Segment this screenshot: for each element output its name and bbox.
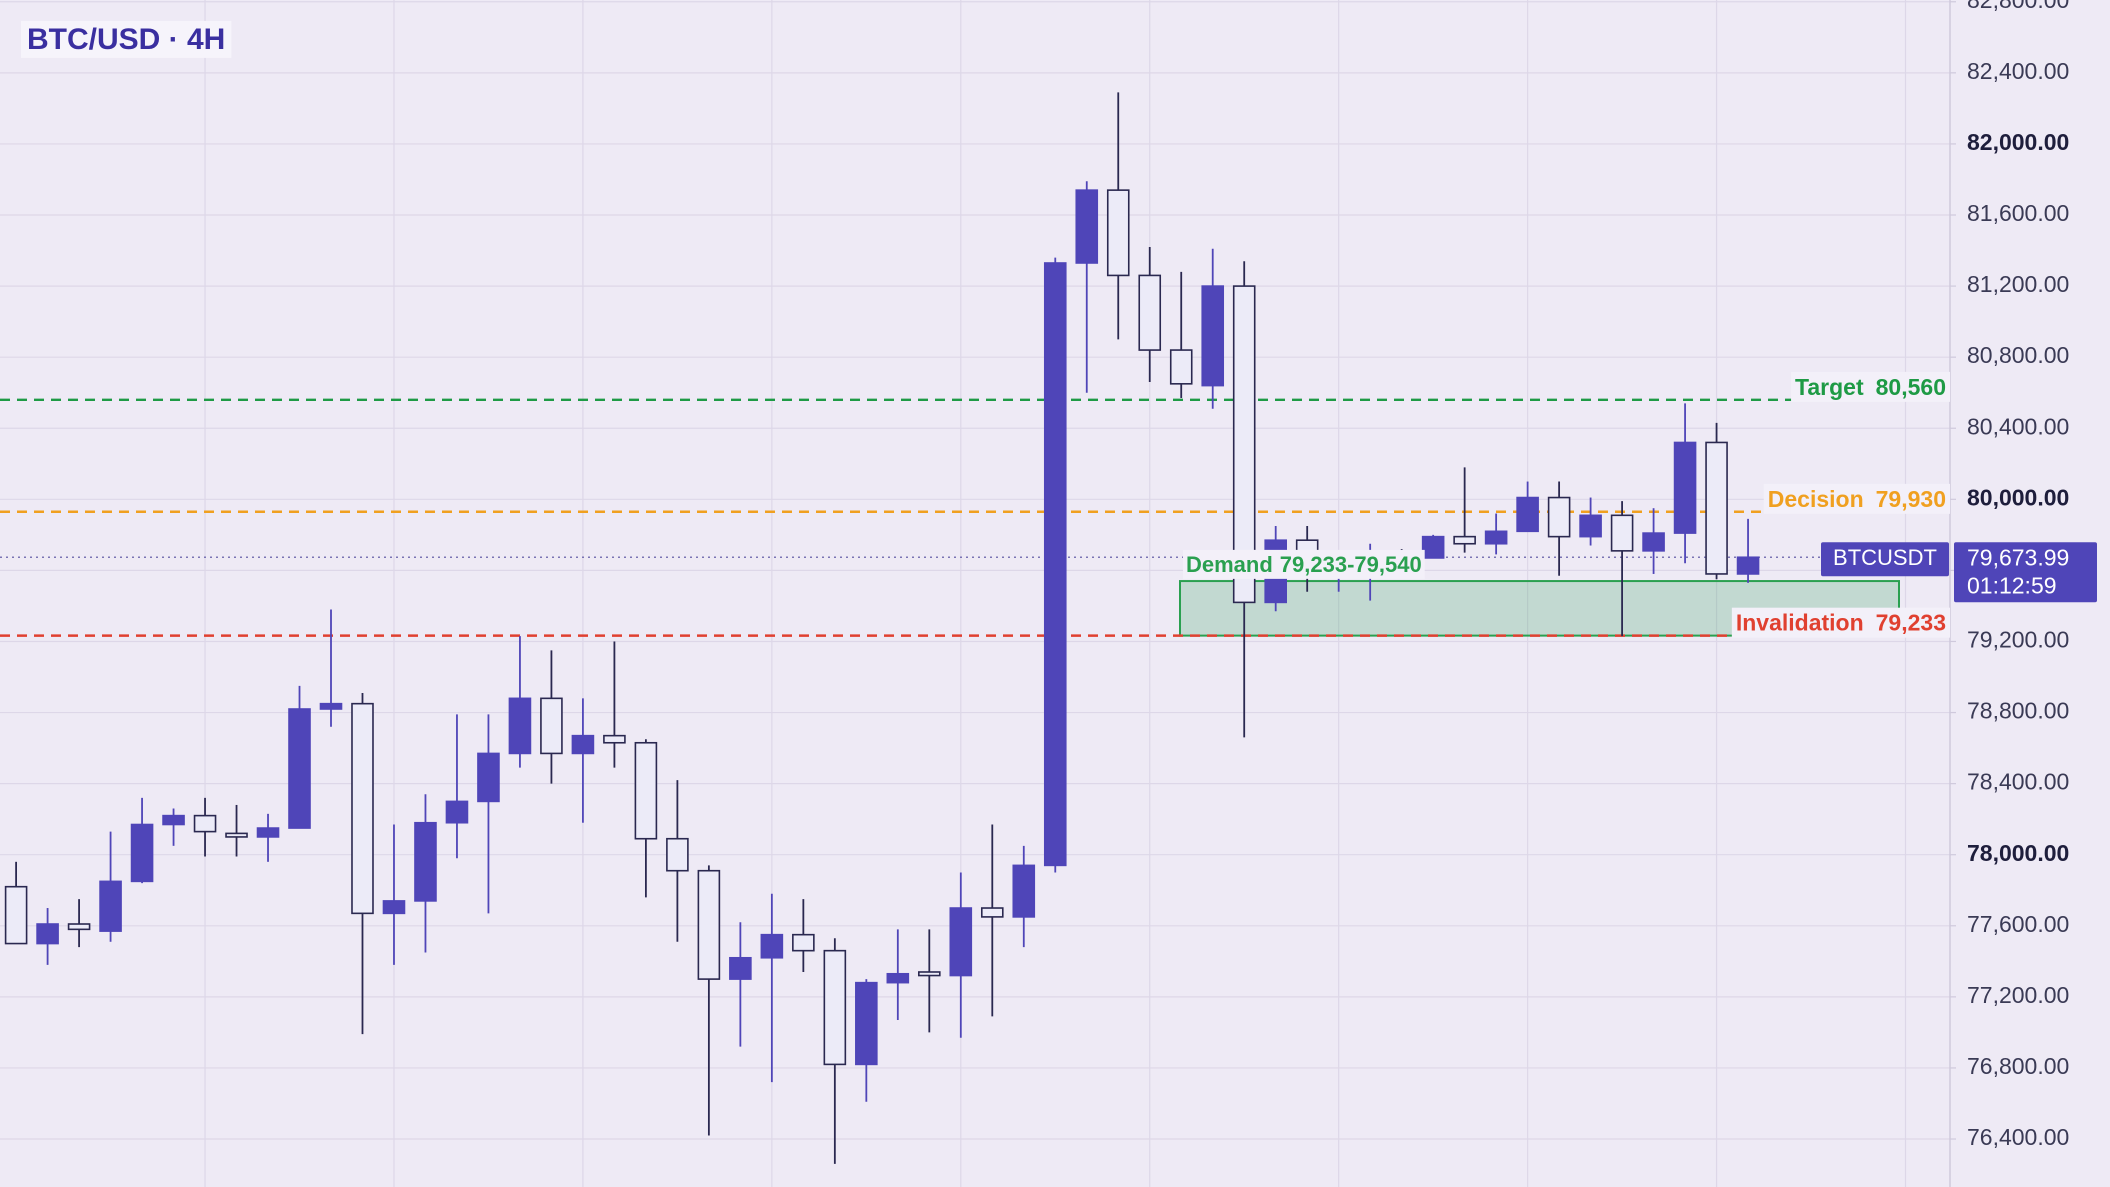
y-tick-label: 80,400.00 (1967, 413, 2069, 439)
y-tick-label: 77,200.00 (1967, 982, 2069, 1008)
candle-body-up (288, 708, 311, 829)
label-background (1731, 607, 1950, 638)
candle-body-up (1579, 514, 1602, 538)
label-background (1763, 483, 1950, 514)
candle-body-up (1736, 556, 1760, 575)
level-name: Invalidation (1736, 610, 1864, 636)
candle-body-down (1705, 441, 1728, 575)
y-tick-label: 76,800.00 (1967, 1053, 2069, 1079)
y-tick-label: 81,600.00 (1967, 200, 2069, 226)
candle-body-up (508, 697, 532, 755)
candle-body-up (99, 880, 122, 932)
y-tick-label: 82,000.00 (1967, 129, 2069, 155)
candle-body-up (1673, 441, 1697, 534)
candle-body-down (1610, 514, 1634, 552)
candle-body-down (4, 885, 28, 945)
candle-body-down (351, 702, 374, 915)
price-tag (1954, 542, 2097, 603)
countdown-label: 01:12:59 (1967, 572, 2057, 598)
candle-body-up (36, 923, 59, 945)
candle-body-down (1106, 189, 1130, 277)
candle-body-up (949, 907, 973, 977)
candle-body-down (1138, 274, 1162, 351)
candle-body-up (414, 821, 437, 902)
candle-body-down (1232, 285, 1256, 604)
level-value: 80,560 (1876, 374, 1946, 400)
candle-body-down (1169, 349, 1193, 385)
candle-body-up (256, 827, 280, 838)
level-name: Decision (1768, 486, 1864, 512)
candle-body-down (918, 971, 941, 977)
candle-body-up (1043, 262, 1067, 867)
symbol-tag (1821, 542, 1949, 577)
candle-body-up (1421, 535, 1445, 559)
candle-body-up (571, 734, 595, 755)
level-label: Invalidation 79,233 (1736, 610, 1946, 636)
symbol-label: BTCUSDT (1833, 545, 1937, 570)
candle-body-up (1516, 496, 1539, 533)
y-tick-label: 78,400.00 (1967, 769, 2069, 795)
candle-body-up (130, 823, 154, 883)
y-tick-label: 77,600.00 (1967, 911, 2069, 937)
candle-body-down (666, 837, 689, 872)
candle-body-up (477, 752, 500, 803)
level-label: Target 80,560 (1795, 374, 1946, 400)
candle-body-down (634, 741, 658, 840)
level-label: Decision 79,930 (1768, 486, 1946, 512)
level-value: 79,930 (1876, 486, 1946, 512)
zone-name: Demand (1186, 552, 1273, 577)
candle-body-up (319, 702, 343, 710)
candle-body-up (1075, 189, 1099, 264)
candle-body-down (792, 933, 815, 952)
candle-body-down (540, 697, 563, 755)
level-name: Target (1795, 374, 1864, 400)
y-tick-label: 78,800.00 (1967, 698, 2069, 724)
y-tick-label: 80,000.00 (1967, 484, 2069, 510)
candle-body-up (1484, 530, 1508, 545)
level-value: 79,233 (1876, 610, 1946, 636)
candle-body-down (193, 814, 217, 833)
chart-title: BTC/USD · 4H (27, 23, 225, 56)
label-background (21, 20, 232, 58)
candle-body-up (445, 800, 469, 824)
candle-body-up (1012, 864, 1036, 918)
zone-range: 79,233-79,540 (1280, 552, 1422, 577)
y-tick-label: 81,200.00 (1967, 271, 2069, 297)
candle-body-down (697, 869, 721, 980)
candle-body-up (729, 956, 752, 980)
candle-body-up (1201, 285, 1225, 387)
last-price-label: 79,673.99 (1967, 544, 2069, 570)
candle-body-up (162, 814, 185, 826)
y-tick-label: 78,000.00 (1967, 840, 2069, 866)
candle-body-down (980, 907, 1004, 918)
y-tick-label: 82,800.00 (1967, 0, 2069, 13)
candle-body-down (1453, 535, 1476, 545)
candle-body-down (67, 923, 91, 931)
y-tick-label: 80,800.00 (1967, 342, 2069, 368)
candle-body-up (382, 900, 406, 915)
candle-body-down (603, 734, 626, 744)
label-background (1183, 549, 1425, 579)
y-tick-label: 82,400.00 (1967, 58, 2069, 84)
candle-body-up (886, 972, 910, 984)
y-tick-label: 76,400.00 (1967, 1124, 2069, 1150)
candle-body-down (225, 832, 248, 838)
candle-body-down (823, 949, 847, 1066)
candle-body-down (1547, 496, 1571, 538)
zone-label: Demand 79,233-79,540 (1186, 552, 1422, 577)
candle-body-up (855, 981, 878, 1066)
y-tick-label: 79,200.00 (1967, 627, 2069, 653)
candle-body-up (1642, 532, 1665, 552)
label-background (1791, 371, 1950, 402)
candle-body-up (760, 933, 784, 959)
